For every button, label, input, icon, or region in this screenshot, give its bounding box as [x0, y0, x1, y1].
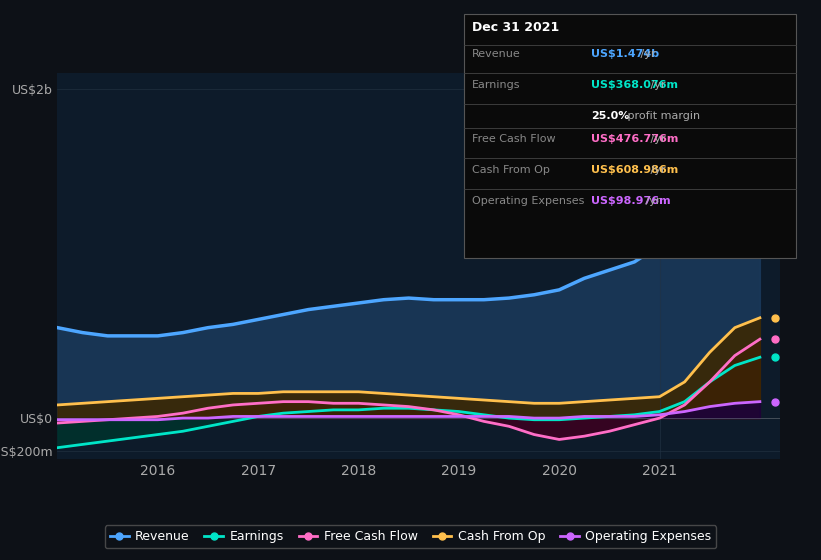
Text: US$608.986m: US$608.986m [591, 165, 678, 175]
Text: 25.0%: 25.0% [591, 111, 630, 121]
Text: Free Cash Flow: Free Cash Flow [472, 134, 556, 144]
Text: /yr: /yr [642, 196, 661, 206]
Text: /yr: /yr [647, 165, 666, 175]
Text: Cash From Op: Cash From Op [472, 165, 550, 175]
Text: Earnings: Earnings [472, 80, 521, 90]
Text: US$368.076m: US$368.076m [591, 80, 678, 90]
Text: Revenue: Revenue [472, 49, 521, 59]
Legend: Revenue, Earnings, Free Cash Flow, Cash From Op, Operating Expenses: Revenue, Earnings, Free Cash Flow, Cash … [105, 525, 716, 548]
Text: Dec 31 2021: Dec 31 2021 [472, 21, 559, 34]
Text: /yr: /yr [637, 49, 655, 59]
Text: US$98.976m: US$98.976m [591, 196, 671, 206]
Text: US$1.474b: US$1.474b [591, 49, 659, 59]
Text: US$476.776m: US$476.776m [591, 134, 678, 144]
Text: /yr: /yr [647, 80, 666, 90]
Text: Operating Expenses: Operating Expenses [472, 196, 585, 206]
Text: /yr: /yr [647, 134, 666, 144]
Text: profit margin: profit margin [624, 111, 700, 121]
